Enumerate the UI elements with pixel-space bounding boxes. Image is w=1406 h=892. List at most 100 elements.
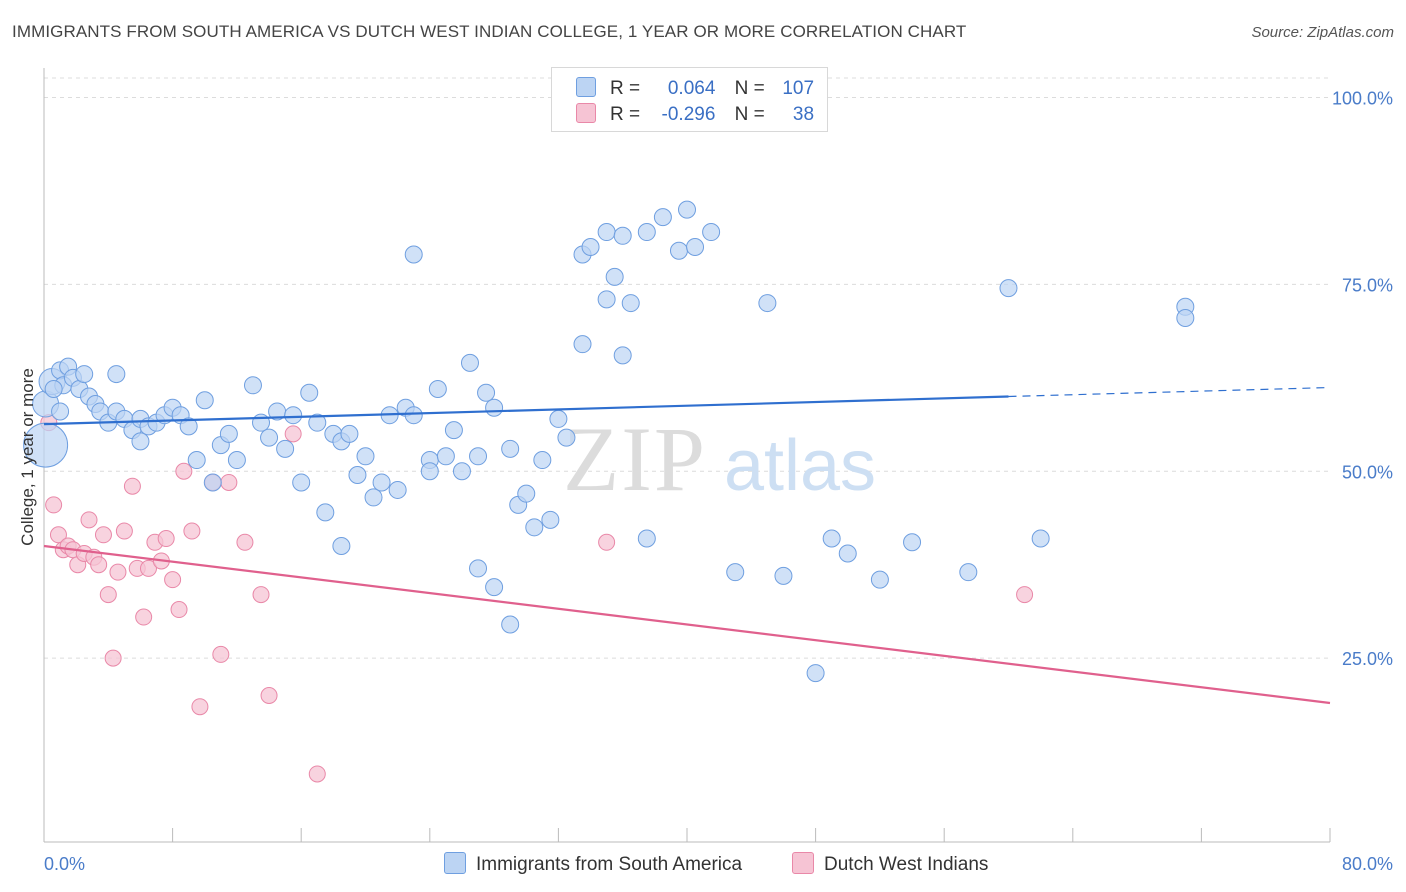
data-point xyxy=(428,380,447,399)
x-tick-label: 0.0% xyxy=(44,854,85,874)
data-point xyxy=(621,294,640,313)
data-point xyxy=(332,537,351,555)
legend-r-label: R = xyxy=(610,104,641,125)
data-point xyxy=(613,226,632,245)
data-point xyxy=(220,473,238,491)
data-point xyxy=(838,544,857,563)
legend-row-blue: R = 0.064 N = 107 xyxy=(576,77,814,101)
grid-lines xyxy=(44,77,1330,659)
data-point xyxy=(51,402,70,421)
legend-swatch-pink xyxy=(576,103,596,123)
data-point xyxy=(252,586,270,604)
data-point xyxy=(653,208,672,227)
data-point xyxy=(525,518,544,537)
legend-n-label: N = xyxy=(734,78,765,99)
data-point xyxy=(260,428,279,447)
chart-title: IMMIGRANTS FROM SOUTH AMERICA VS DUTCH W… xyxy=(12,22,967,41)
data-point xyxy=(104,649,122,667)
data-point xyxy=(541,510,560,529)
data-point xyxy=(187,451,206,470)
data-point xyxy=(179,417,198,436)
data-point xyxy=(533,451,552,470)
y-tick-label: 50.0% xyxy=(1342,462,1393,482)
data-point xyxy=(308,413,327,432)
data-point xyxy=(284,406,303,425)
data-point xyxy=(45,496,63,514)
data-point xyxy=(774,566,793,585)
series-dutch-west-indians xyxy=(40,414,1034,783)
data-point xyxy=(637,529,656,548)
data-point xyxy=(175,462,193,480)
data-point xyxy=(822,529,841,548)
data-point xyxy=(959,563,978,582)
data-point xyxy=(613,346,632,365)
data-point xyxy=(485,578,504,597)
bottom-legend-swatch-blue xyxy=(444,852,466,874)
trend-line-blue xyxy=(43,395,1009,426)
legend-r-label: R = xyxy=(610,78,641,99)
series-immigrants-south-america xyxy=(23,200,1195,683)
legend-row-pink: R = -0.296 N = 38 xyxy=(576,103,814,127)
data-point xyxy=(80,511,98,529)
data-point xyxy=(372,473,391,492)
data-point xyxy=(1176,309,1195,328)
data-point xyxy=(183,522,201,540)
source-label: Source: ZipAtlas.com xyxy=(1251,24,1394,41)
data-point xyxy=(702,223,721,242)
data-point xyxy=(292,473,311,492)
bottom-legend-blue: Immigrants from South America xyxy=(444,852,742,876)
data-point xyxy=(364,488,383,507)
trend-line-blue-extension xyxy=(1008,386,1331,398)
correlation-legend: R = 0.064 N = 107 R = -0.296 N = 38 xyxy=(551,67,828,132)
data-point xyxy=(605,267,624,286)
data-point xyxy=(726,563,745,582)
y-tick-label: 100.0% xyxy=(1332,89,1393,109)
data-point xyxy=(276,439,295,458)
trend-lines xyxy=(43,386,1331,705)
data-point xyxy=(131,432,150,451)
legend-r-value: 0.064 xyxy=(667,78,716,99)
data-point xyxy=(75,365,94,384)
data-point xyxy=(195,391,214,410)
data-point xyxy=(164,571,182,589)
bottom-legend-pink: Dutch West Indians xyxy=(792,852,988,876)
data-point xyxy=(227,451,246,470)
data-point xyxy=(637,223,656,242)
data-point xyxy=(308,765,326,783)
data-point xyxy=(404,245,423,264)
x-tick-label: 80.0% xyxy=(1342,854,1393,874)
data-point xyxy=(870,570,889,589)
data-point xyxy=(170,601,188,619)
data-point xyxy=(501,439,520,458)
data-point xyxy=(999,279,1018,298)
data-point xyxy=(356,447,375,466)
data-point xyxy=(806,664,825,683)
watermark: ZIP atlas xyxy=(563,408,876,510)
data-point xyxy=(203,473,222,492)
data-point xyxy=(1031,529,1050,548)
data-point xyxy=(485,398,504,417)
data-point xyxy=(597,290,616,309)
data-point xyxy=(44,380,63,399)
data-point xyxy=(191,698,209,716)
data-point xyxy=(477,383,496,402)
data-point xyxy=(597,223,616,242)
y-tick-label: 75.0% xyxy=(1342,275,1393,295)
data-point xyxy=(557,428,576,447)
data-point xyxy=(219,424,238,443)
legend-r-value: -0.296 xyxy=(661,104,716,125)
data-point xyxy=(107,365,126,384)
data-point xyxy=(549,409,568,428)
data-point xyxy=(573,335,592,354)
bottom-legend-swatch-pink xyxy=(792,852,814,874)
data-point xyxy=(501,615,520,634)
data-point xyxy=(115,522,133,540)
legend-n-label: N = xyxy=(734,104,765,125)
legend-n-value: 38 xyxy=(792,104,815,125)
data-point xyxy=(212,645,230,663)
data-point xyxy=(243,376,262,395)
data-point xyxy=(260,687,278,704)
data-point xyxy=(469,447,488,466)
bottom-legend-label: Dutch West Indians xyxy=(824,854,989,875)
